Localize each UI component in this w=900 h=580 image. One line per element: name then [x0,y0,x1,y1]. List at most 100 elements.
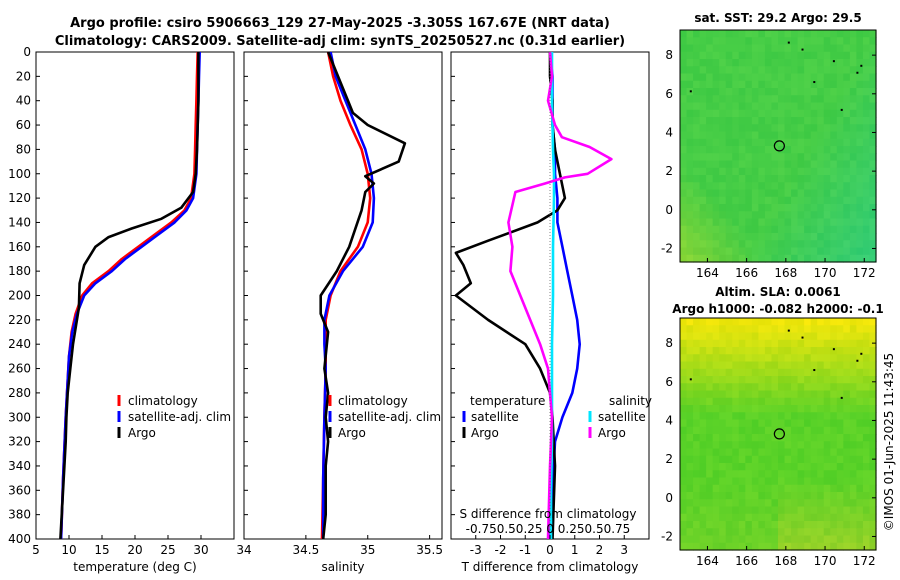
map-cell [849,528,857,537]
map-cell [680,521,688,529]
map-cell [836,204,844,212]
map-cell [817,233,825,241]
map-cell [751,390,759,399]
map-cell [686,175,694,183]
map-cell [843,368,851,377]
map-cell [699,124,707,133]
map-cell [719,419,727,428]
map-cell [836,405,844,413]
map-cell [732,339,740,348]
map-cell [706,361,714,370]
map-cell [830,247,838,256]
map-cell [849,506,857,515]
map-cell [843,390,851,399]
salinity-legend: climatology satellite-adj. clim Argo [328,394,441,440]
map-cell [699,182,707,191]
map-cell [778,37,786,46]
map-cell [732,354,740,363]
map-cell [719,325,727,334]
map-cell [738,102,746,111]
map-cell [725,455,733,464]
map-cell [823,160,831,169]
map-cell [804,204,812,212]
map-cell [843,175,851,183]
map-cell [817,138,825,147]
map-cell [706,455,714,464]
map-cell [764,463,773,471]
map-cell [764,109,773,118]
map-cell [849,153,857,162]
map-cell [797,30,805,38]
map-cell [797,95,805,104]
map-cell [810,347,818,355]
map-cell [862,448,871,457]
map-cell [778,492,786,500]
map-cell [732,146,740,154]
map-cell [771,513,779,522]
map-cell [712,513,720,522]
map-cell [836,506,844,515]
map-cell [862,146,871,154]
map-cell [791,66,799,75]
map-cell [680,499,688,508]
map-cell [862,477,871,486]
map-cell [699,167,707,176]
map-cell [862,419,871,428]
map-cell [686,325,694,334]
map-cell [725,492,733,500]
map-cell [849,325,857,334]
map-cell [862,102,871,111]
map-cell [810,66,818,75]
map-cell [706,347,714,355]
map-cell [849,412,857,421]
map-cell [712,80,720,89]
map-cell [699,499,707,508]
map-cell [725,167,733,176]
map-cell [797,448,805,457]
map-cell [758,37,766,46]
map-cell [719,492,727,500]
map-cell [680,325,688,334]
map-cell [843,167,851,176]
map-cell [810,102,818,111]
map-cell [797,412,805,421]
map-cell [758,30,766,38]
map-cell [758,383,766,392]
map-cell [810,167,818,176]
map-cell [810,196,818,205]
land-speck [689,378,692,381]
map-cell [738,339,746,348]
map-cell [738,175,746,183]
map-cell [680,44,688,53]
map-cell [849,218,857,227]
map-cell [810,204,818,212]
map-cell [843,441,851,450]
map-cell [804,88,812,96]
map-cell [758,182,766,191]
map-cell [862,463,871,471]
map-y-tick-label: 2 [665,452,673,466]
map-cell [686,117,694,125]
map-cell [830,412,838,421]
map-cell [804,182,812,191]
map-cell [680,470,688,479]
map-cell [797,182,805,191]
map-cell [823,542,831,551]
map-cell [764,325,773,334]
map-cell [778,318,786,326]
map-cell [725,470,733,479]
map-cell [869,499,877,508]
map-cell [693,477,701,486]
map-cell [732,470,740,479]
map-cell [843,477,851,486]
map-cell [712,182,720,191]
map-cell [745,37,753,46]
map-cell [862,218,871,227]
map-cell [869,390,877,399]
map-cell [699,361,707,370]
map-cell [797,354,805,363]
map-cell [732,254,740,263]
map-cell [725,247,733,256]
